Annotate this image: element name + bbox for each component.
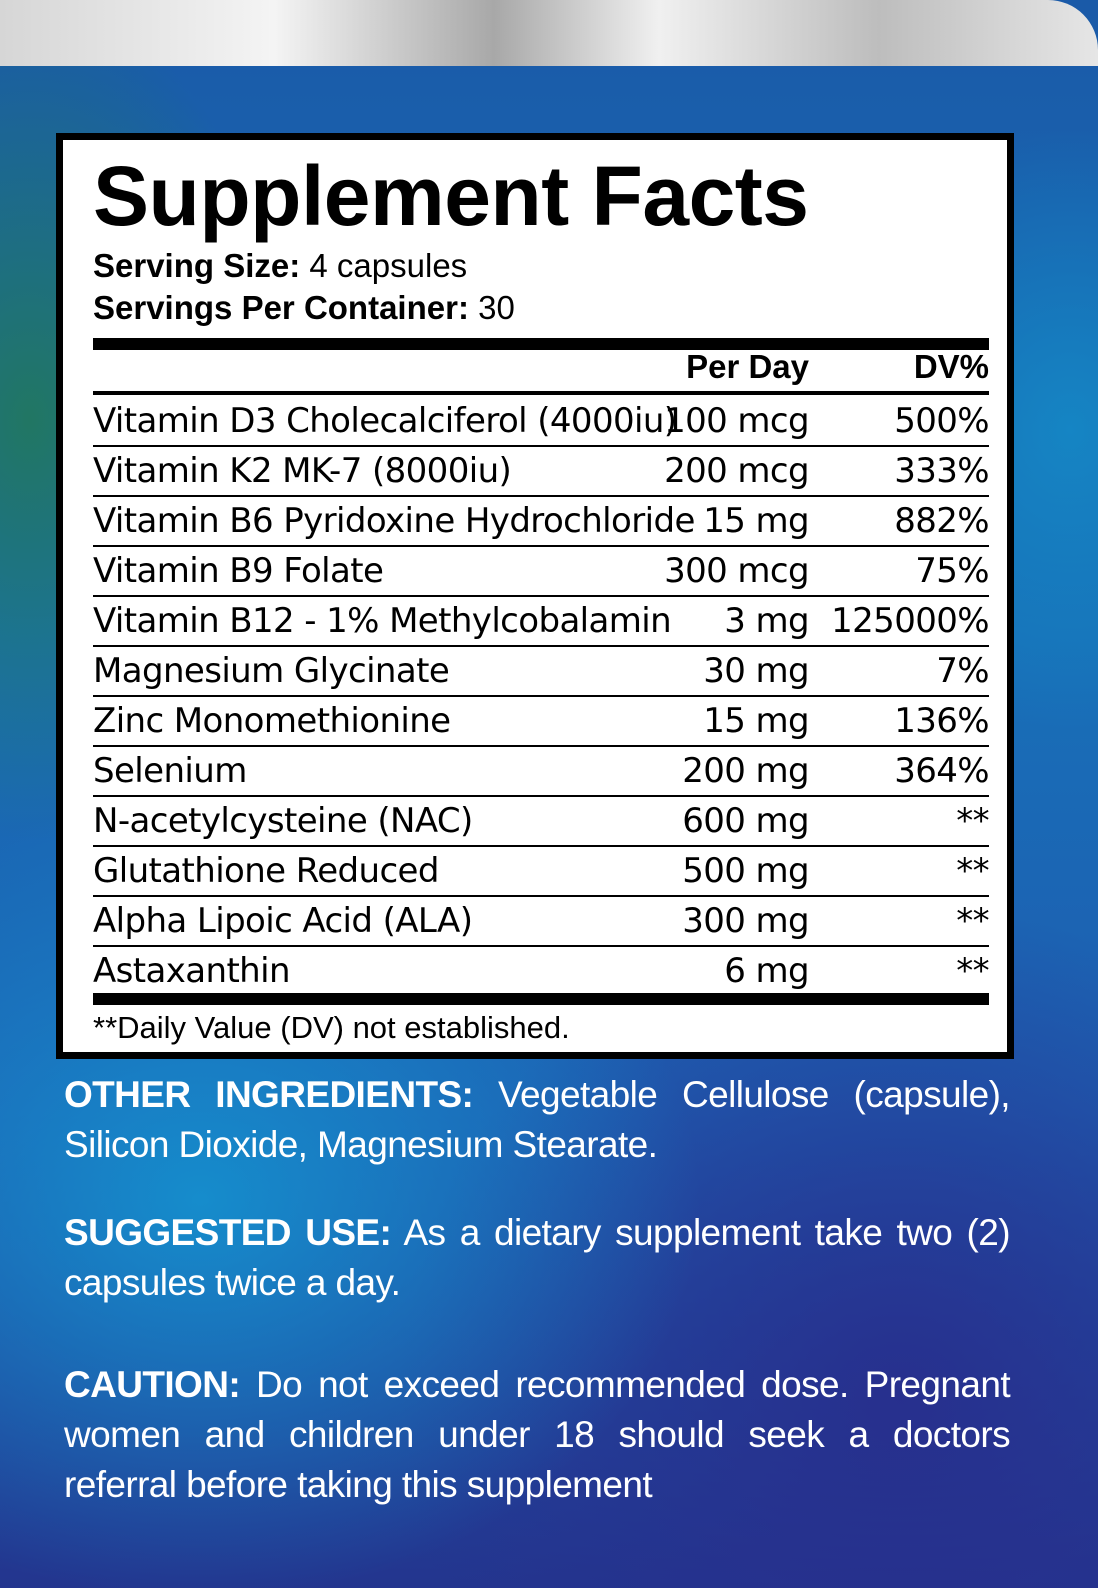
other-ingredients-text: Vegetable Cellulose (capsule), Silicon D… [64,1074,1011,1165]
nutrient-name: Vitamin B12 - 1% Methylcobalamin [93,601,672,641]
table-row: Vitamin B12 - 1% Methylcobalamin 3 mg 1250… [93,597,990,647]
nutrient-name: Magnesium Glycinate [93,651,450,691]
nutrient-amount: 15 mg [703,701,809,741]
nutrient-dv: 333% [894,451,989,491]
table-row: Vitamin B6 Pyridoxine Hydrochloride 15 mg… [93,497,990,547]
nutrient-dv: 136% [894,701,989,741]
nutrient-dv: 7% [936,651,989,691]
nutrient-amount: 100 mcg [664,401,810,441]
nutrient-name: Vitamin D3 Cholecalciferol (4000iu) [93,401,677,441]
nutrient-amount: 200 mg [682,751,809,791]
nutrient-dv: 75% [915,551,989,591]
nutrient-dv: 125000% [831,601,990,641]
caution-label: CAUTION: [64,1364,241,1405]
nutrient-dv: 500% [894,401,989,441]
nutrient-dv: 882% [894,501,989,541]
header-per-day: Per Day [686,348,809,385]
nutrient-amount: 3 mg [724,601,809,641]
bottle-cap-band [0,0,1098,66]
nutrient-name: Selenium [93,751,247,791]
nutrient-name: Astaxanthin [93,951,291,991]
table-header: Per Day DV% [93,345,989,389]
nutrient-name: Glutathione Reduced [93,851,439,891]
suggested-use-text: As a dietary supplement take two (2) cap… [64,1212,1011,1303]
supplement-facts-panel: Supplement Facts Serving Size: 4 capsule… [56,133,1014,1059]
nutrient-name: Vitamin B9 Folate [93,551,384,591]
other-ingredients-label: OTHER INGREDIENTS: [64,1074,474,1115]
nutrient-dv: ** [956,801,989,841]
nutrient-amount: 600 mg [682,801,809,841]
table-row: Glutathione Reduced 500 mg ** [93,847,990,897]
header-dv: DV% [913,348,989,385]
panel-title: Supplement Facts [93,149,809,243]
nutrient-amount: 200 mcg [664,451,810,491]
nutrient-amount: 15 mg [703,501,809,541]
servings-per-container: Servings Per Container: 30 [93,288,515,328]
nutrient-amount: 300 mcg [664,551,810,591]
header-divider [93,391,989,395]
table-row: Astaxanthin 6 mg ** [93,947,990,995]
caution: CAUTION: Do not exceed recommended dose.… [64,1360,1011,1510]
table-row: Zinc Monomethionine 15 mg 136% [93,697,990,747]
footnote: **Daily Value (DV) not established. [93,1010,570,1045]
nutrient-dv: ** [956,851,989,891]
nutrient-amount: 30 mg [703,651,809,691]
suggested-use-label: SUGGESTED USE: [64,1212,392,1253]
nutrient-dv: 364% [894,751,989,791]
table-row: Vitamin D3 Cholecalciferol (4000iu) 100 m… [93,397,990,447]
table-row: N-acetylcysteine (NAC) 600 mg ** [93,797,990,847]
bottom-thick-divider [93,993,989,1005]
nutrient-name: N-acetylcysteine (NAC) [93,801,473,841]
serving-size-value: 4 capsules [300,247,468,284]
servings-per-container-label: Servings Per Container: [93,289,469,326]
nutrient-dv: ** [956,951,989,991]
nutrient-amount: 6 mg [724,951,809,991]
serving-size: Serving Size: 4 capsules [93,246,467,286]
table-row: Alpha Lipoic Acid (ALA) 300 mg ** [93,897,990,947]
table-row: Magnesium Glycinate 30 mg 7% [93,647,990,697]
table-row: Selenium 200 mg 364% [93,747,990,797]
nutrient-name: Alpha Lipoic Acid (ALA) [93,901,473,941]
nutrient-dv: ** [956,901,989,941]
nutrient-amount: 500 mg [682,851,809,891]
other-ingredients: OTHER INGREDIENTS: Vegetable Cellulose (… [64,1070,1011,1170]
table-row: Vitamin K2 MK-7 (8000iu) 200 mcg 333% [93,447,990,497]
caution-text: Do not exceed recommended dose. Pregnant… [64,1364,1011,1505]
table-row: Vitamin B9 Folate 300 mcg 75% [93,547,990,597]
nutrient-name: Zinc Monomethionine [93,701,451,741]
top-thick-divider [93,338,989,350]
nutrient-name: Vitamin B6 Pyridoxine Hydrochloride [93,501,695,541]
nutrient-name: Vitamin K2 MK-7 (8000iu) [93,451,512,491]
suggested-use: SUGGESTED USE: As a dietary supplement t… [64,1208,1011,1308]
serving-size-label: Serving Size: [93,247,301,284]
servings-per-container-value: 30 [468,289,515,326]
nutrient-amount: 300 mg [682,901,809,941]
